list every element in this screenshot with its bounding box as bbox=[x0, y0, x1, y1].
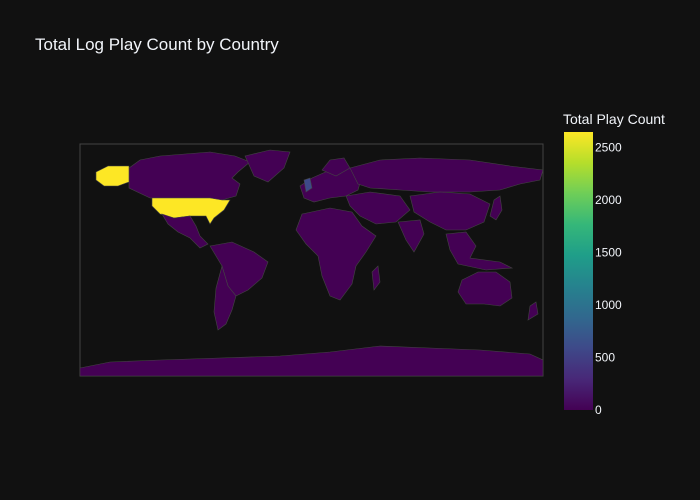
colorbar-title: Total Play Count bbox=[563, 111, 665, 127]
country-antarctica bbox=[79, 345, 544, 377]
country-uk bbox=[303, 177, 313, 193]
colorbar-tick-label: 500 bbox=[595, 351, 615, 365]
country-australia bbox=[457, 271, 513, 307]
chart-title: Total Log Play Count by Country bbox=[35, 35, 279, 54]
colorbar-tick-label: 1500 bbox=[595, 246, 622, 260]
colorbar-tick-label: 2500 bbox=[595, 141, 622, 155]
colorbar-tick-label: 0 bbox=[595, 403, 602, 417]
world-map bbox=[79, 149, 544, 377]
country-usa bbox=[151, 197, 231, 225]
colorbar-tick-label: 1000 bbox=[595, 298, 622, 312]
country-madagascar bbox=[371, 265, 381, 291]
country-canada bbox=[128, 151, 251, 201]
country-argentina bbox=[213, 264, 237, 331]
colorbar-tick-label: 2000 bbox=[595, 193, 622, 207]
country-japan bbox=[489, 195, 503, 221]
country-india bbox=[397, 219, 425, 253]
country-mexico bbox=[161, 213, 209, 249]
country-china bbox=[409, 191, 491, 231]
country-usa-alaska bbox=[95, 165, 130, 187]
country-middle-east bbox=[345, 191, 411, 225]
country-russia bbox=[349, 157, 544, 193]
country-greenland bbox=[244, 149, 291, 183]
country-africa bbox=[295, 207, 377, 301]
colorbar bbox=[564, 132, 593, 410]
country-scandinavia bbox=[321, 157, 351, 177]
colorbar-ticks: 0 500 1000 1500 2000 2500 bbox=[595, 141, 622, 417]
country-se-asia bbox=[445, 231, 514, 271]
country-new-zealand bbox=[527, 301, 539, 321]
country-europe bbox=[299, 167, 363, 203]
